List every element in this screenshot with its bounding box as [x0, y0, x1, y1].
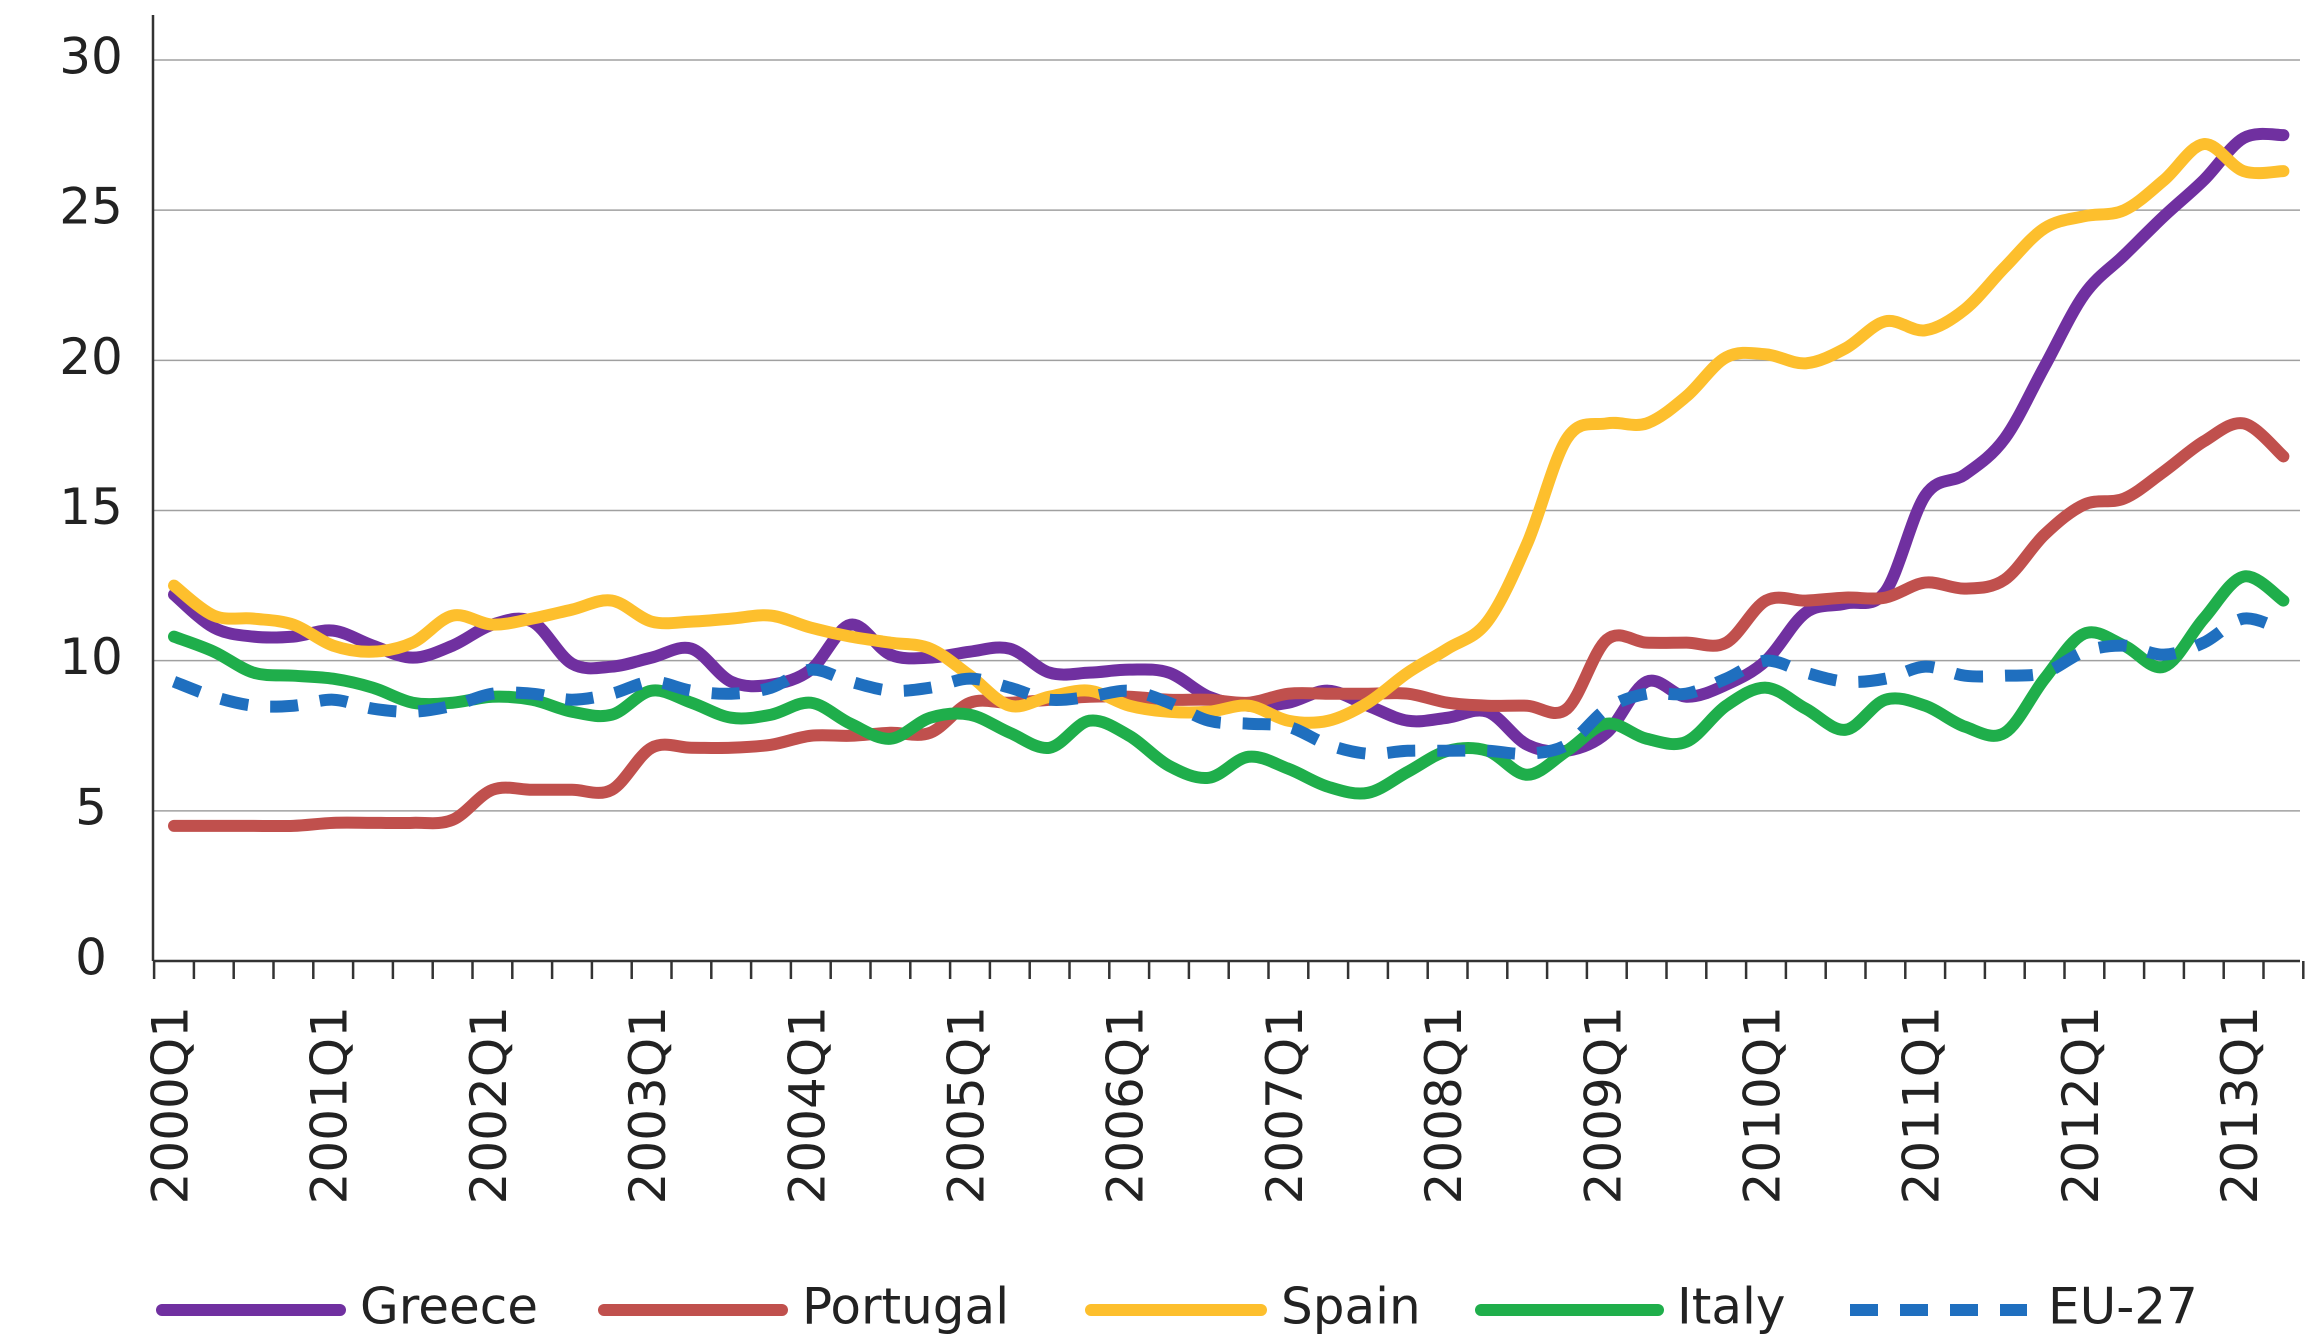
- x-tick-label: 2006Q1: [1097, 1006, 1155, 1204]
- legend-label: Spain: [1281, 1278, 1421, 1336]
- x-tick-label: 2001Q1: [301, 1006, 359, 1204]
- y-tick-label: 0: [75, 929, 107, 987]
- x-tick-label: 2012Q1: [2052, 1006, 2110, 1204]
- x-tick-label: 2004Q1: [778, 1006, 836, 1204]
- x-tick-label: 2005Q1: [938, 1006, 996, 1204]
- series-line: [168, 570, 2290, 800]
- x-tick-label: 2000Q1: [142, 1006, 200, 1204]
- legend-label: Portugal: [802, 1278, 1009, 1336]
- y-tick-label: 15: [59, 478, 123, 536]
- x-tick-label: 2013Q1: [2211, 1006, 2269, 1204]
- legend-label: Greece: [360, 1278, 538, 1336]
- y-tick-label: 25: [59, 178, 123, 236]
- x-tick-label: 2008Q1: [1415, 1006, 1473, 1204]
- y-tick-label: 10: [59, 628, 123, 686]
- series-line: [168, 138, 2290, 729]
- x-tick-label: 2007Q1: [1256, 1006, 1314, 1204]
- x-tick-label: 2011Q1: [1893, 1006, 1951, 1204]
- legend-label: Italy: [1677, 1278, 1785, 1336]
- y-tick-label: 20: [59, 328, 123, 386]
- y-tick-label: 5: [75, 778, 107, 836]
- x-tick-label: 2003Q1: [619, 1006, 677, 1204]
- series-line: [171, 612, 2286, 760]
- x-tick-label: 2002Q1: [460, 1006, 518, 1204]
- y-tick-label: 30: [59, 28, 123, 86]
- x-tick-label: 2009Q1: [1574, 1006, 1632, 1204]
- legend-label: EU-27: [2048, 1278, 2198, 1336]
- series-line: [168, 127, 2290, 758]
- x-tick-label: 2010Q1: [1734, 1006, 1792, 1204]
